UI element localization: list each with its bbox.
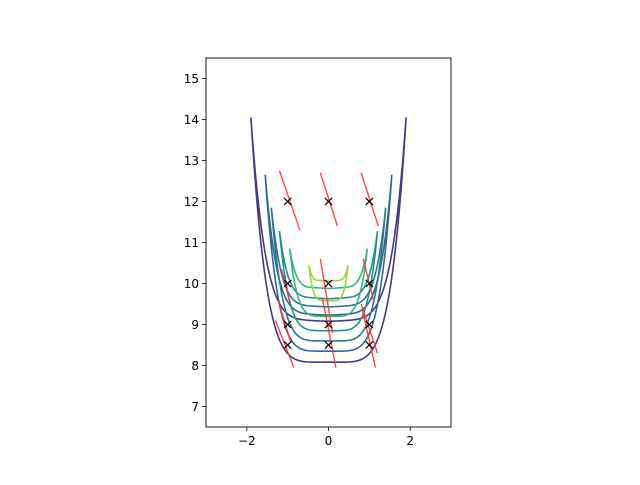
x-marker-5 [324,340,333,350]
y-tick-label: 7 [191,400,199,414]
y-tick-label: 9 [191,318,199,332]
x-tick-label: −2 [238,434,256,448]
y-tick-label: 10 [184,277,199,291]
contour-level-1 [250,117,407,364]
x-marker-9 [365,340,374,350]
tangent-line-5 [321,297,337,368]
tangent-lines [274,170,379,368]
tangent-line-11 [361,307,377,368]
x-marker-11 [365,279,374,288]
x-marker-10 [365,320,374,329]
x-marker-12 [365,197,374,206]
tangent-line-9 [362,258,375,301]
x-tick-label: 2 [406,434,414,448]
contour-level-6 [308,264,349,302]
x-marker-2 [283,320,292,329]
sample-markers [283,197,374,350]
y-tick-label: 15 [184,72,199,86]
x-axis: −2 0 2 [238,427,414,448]
x-marker-3 [283,279,292,288]
tangent-line-4 [278,170,301,231]
x-marker-4 [283,197,292,206]
x-tick-label: 0 [325,434,333,448]
y-tick-label: 11 [184,236,199,250]
contour-level-2 [264,174,393,352]
tangent-line-8 [360,172,379,227]
x-marker-8 [324,197,333,206]
y-tick-label: 13 [184,154,199,168]
tangent-line-10 [360,303,379,354]
y-tick-label: 8 [191,359,199,373]
y-axis: 7 8 9 10 11 12 13 14 15 [184,72,206,414]
tangent-line-1 [274,320,295,368]
tangent-line-7 [319,172,339,227]
x-marker-7 [324,279,333,288]
contour-level-5 [288,248,369,318]
contour-lines [250,117,407,364]
tangent-line-6 [319,258,334,333]
x-marker-6 [324,320,333,329]
contour-level-3 [270,207,387,342]
y-tick-label: 12 [184,195,199,209]
y-tick-label: 14 [184,113,199,127]
x-marker-1 [283,340,292,350]
